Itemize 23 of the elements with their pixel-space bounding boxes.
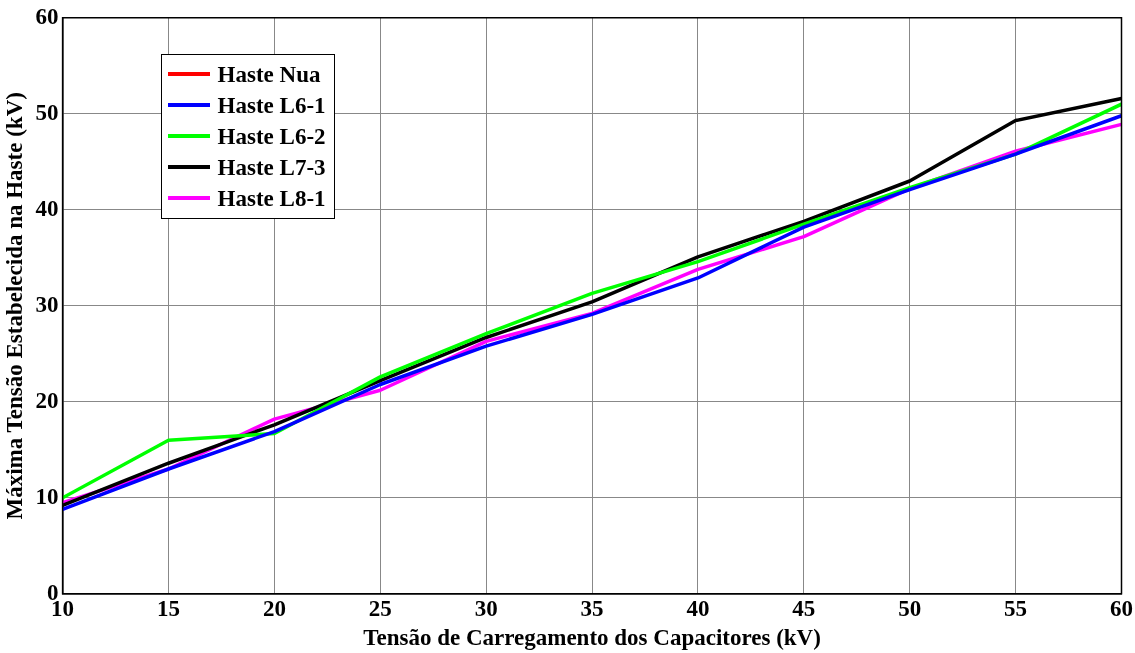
y-tick-label: 60	[35, 3, 59, 29]
y-tick-label: 40	[35, 195, 59, 221]
x-tick-label: 35	[580, 595, 604, 621]
x-tick-label: 45	[792, 595, 816, 621]
y-axis-title: Máxima Tensão Estabelecida na Haste (kV)	[1, 92, 27, 520]
x-tick-label: 25	[368, 595, 392, 621]
y-tick-label: 30	[35, 291, 59, 317]
x-tick-label: 55	[1004, 595, 1028, 621]
x-tick-label: 50	[898, 595, 922, 621]
legend-label: Haste L6-1	[217, 91, 326, 120]
y-tick-label: 10	[35, 483, 59, 509]
y-tick-label: 50	[35, 99, 59, 125]
x-tick-label: 15	[156, 595, 180, 621]
legend-label: Haste L8-1	[217, 184, 326, 213]
x-tick-label: 30	[474, 595, 498, 621]
x-tick-label: 20	[262, 595, 286, 621]
x-tick-label: 40	[686, 595, 710, 621]
legend-label: Haste L7-3	[217, 153, 326, 182]
x-axis-title: Tensão de Carregamento dos Capacitores (kV)	[363, 625, 821, 651]
legend-label: Haste L6-2	[217, 122, 326, 151]
x-tick-label: 60	[1110, 595, 1133, 621]
y-tick-label: 20	[35, 387, 59, 413]
legend-label: Haste Nua	[217, 60, 321, 89]
